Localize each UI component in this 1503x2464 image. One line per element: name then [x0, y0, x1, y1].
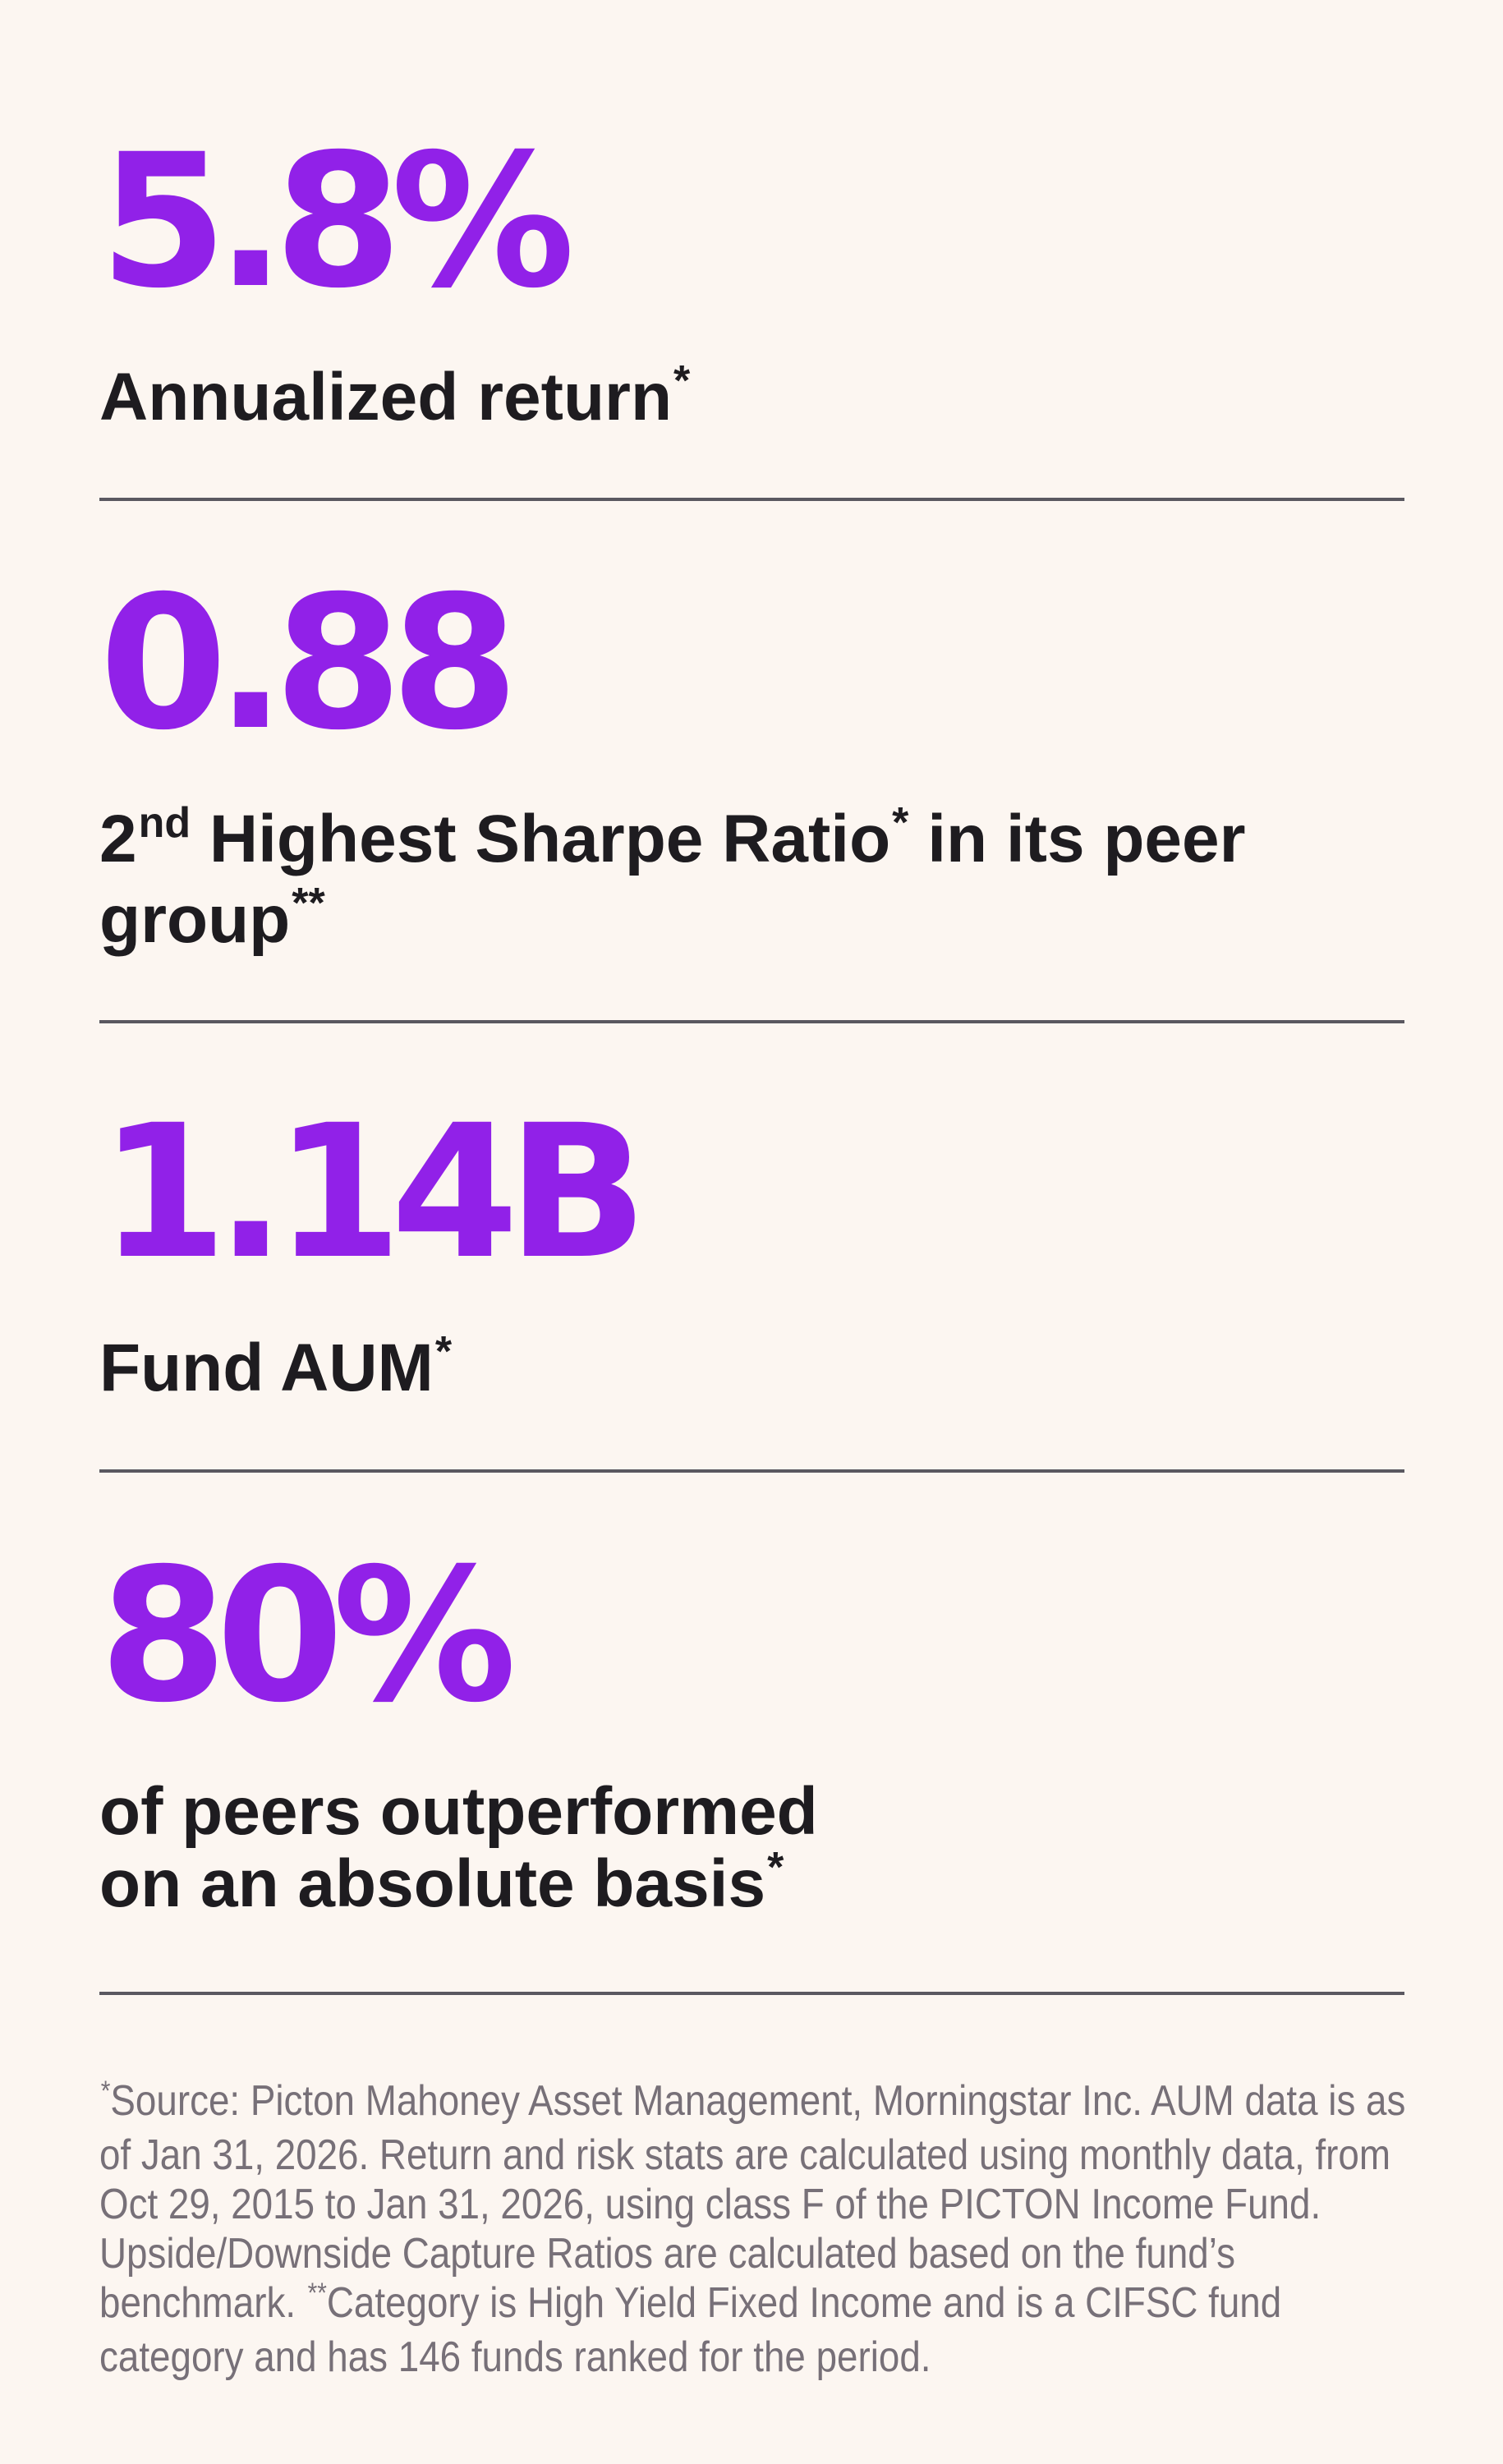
stat-label-ordinal: 2 [99, 802, 137, 876]
stat-value: 1.14B [99, 1085, 647, 1299]
stat-fund-aum: 1.14B Fund AUM* [99, 1101, 1405, 1413]
stat-label-line: of peers outperformed [99, 1774, 818, 1849]
stat-label-text: Fund AUM [99, 1331, 434, 1405]
stat-label-text: Annualized return [99, 360, 673, 434]
footnote-marker: ** [292, 880, 325, 927]
stat-value: 5.8% [99, 114, 575, 329]
stat-label: Annualized return* [99, 357, 1405, 442]
stat-label-text: in its peer group [99, 802, 1246, 957]
footnote-text: Source: Picton Mahoney Asset Management,… [99, 2077, 1406, 2327]
footnote-marker: * [767, 1844, 784, 1892]
divider [99, 1020, 1404, 1023]
stat-value: 0.88 [99, 556, 519, 770]
divider [99, 1992, 1404, 1995]
stat-peers-outperformed: 80% of peers outperformed on an absolute… [99, 1544, 1405, 1928]
stat-label-line: on an absolute basis* [99, 1844, 784, 1921]
stat-label: of peers outperformed on an absolute bas… [99, 1776, 1405, 1928]
footnote-marker: * [892, 799, 909, 847]
stat-label: 2nd Highest Sharpe Ratio* in its peer gr… [99, 799, 1405, 964]
footnote: *Source: Picton Mahoney Asset Management… [99, 2076, 1415, 2382]
footnote-text: Category is High Yield Fixed Income and … [99, 2279, 1282, 2381]
stat-annualized-return: 5.8% Annualized return* [99, 130, 1405, 442]
divider [99, 498, 1404, 501]
stat-label: Fund AUM* [99, 1328, 1405, 1413]
stat-value: 80% [99, 1529, 517, 1743]
stat-sharpe-ratio: 0.88 2nd Highest Sharpe Ratio* in its pe… [99, 572, 1405, 964]
footnote-marker: * [100, 2076, 111, 2107]
footnote-marker: * [673, 357, 691, 405]
stat-label-text: Highest Sharpe Ratio [191, 802, 891, 876]
divider [99, 1469, 1404, 1473]
footnote-marker: ** [307, 2278, 327, 2309]
ordinal-suffix: nd [138, 799, 191, 847]
footnote-marker: * [434, 1328, 453, 1376]
